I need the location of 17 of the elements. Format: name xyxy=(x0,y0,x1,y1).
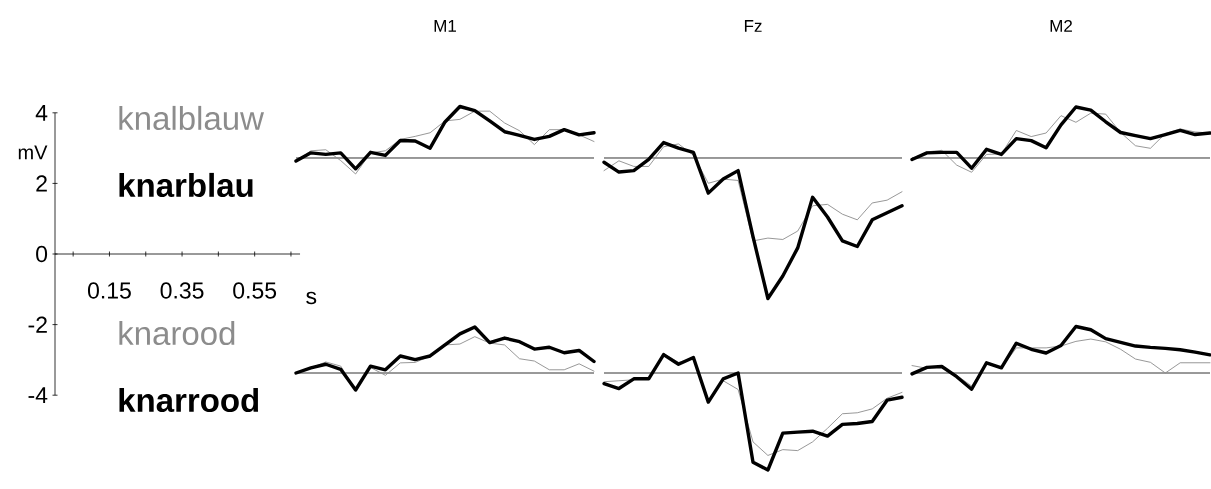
series-label: knarrood xyxy=(119,387,259,413)
y-tick-label: -4 xyxy=(28,387,48,404)
y-axis-title: mV xyxy=(18,145,48,160)
x-tick-label: 0.15 xyxy=(87,282,131,299)
series-label: knalblauw xyxy=(119,105,264,131)
text: knarood xyxy=(119,320,235,346)
y-tick-label: 2 xyxy=(36,175,47,192)
x-tick-label: 0.35 xyxy=(160,282,204,299)
y-tick-label: 4 xyxy=(35,104,48,121)
x-tick-label: 0.55 xyxy=(233,282,277,299)
y-tick-label: 0 xyxy=(36,245,48,263)
x-axis-title: s xyxy=(306,291,317,305)
chart-title: M1 xyxy=(434,20,456,32)
series-label: knarblau xyxy=(119,172,253,198)
chart-title: Fz xyxy=(744,20,762,32)
chart-title: M2 xyxy=(1050,19,1072,32)
y-tick-label: -2 xyxy=(28,316,47,333)
